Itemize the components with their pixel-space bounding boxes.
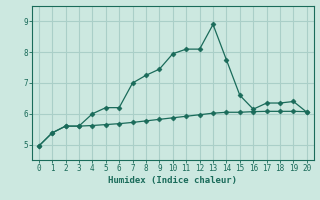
X-axis label: Humidex (Indice chaleur): Humidex (Indice chaleur): [108, 176, 237, 185]
